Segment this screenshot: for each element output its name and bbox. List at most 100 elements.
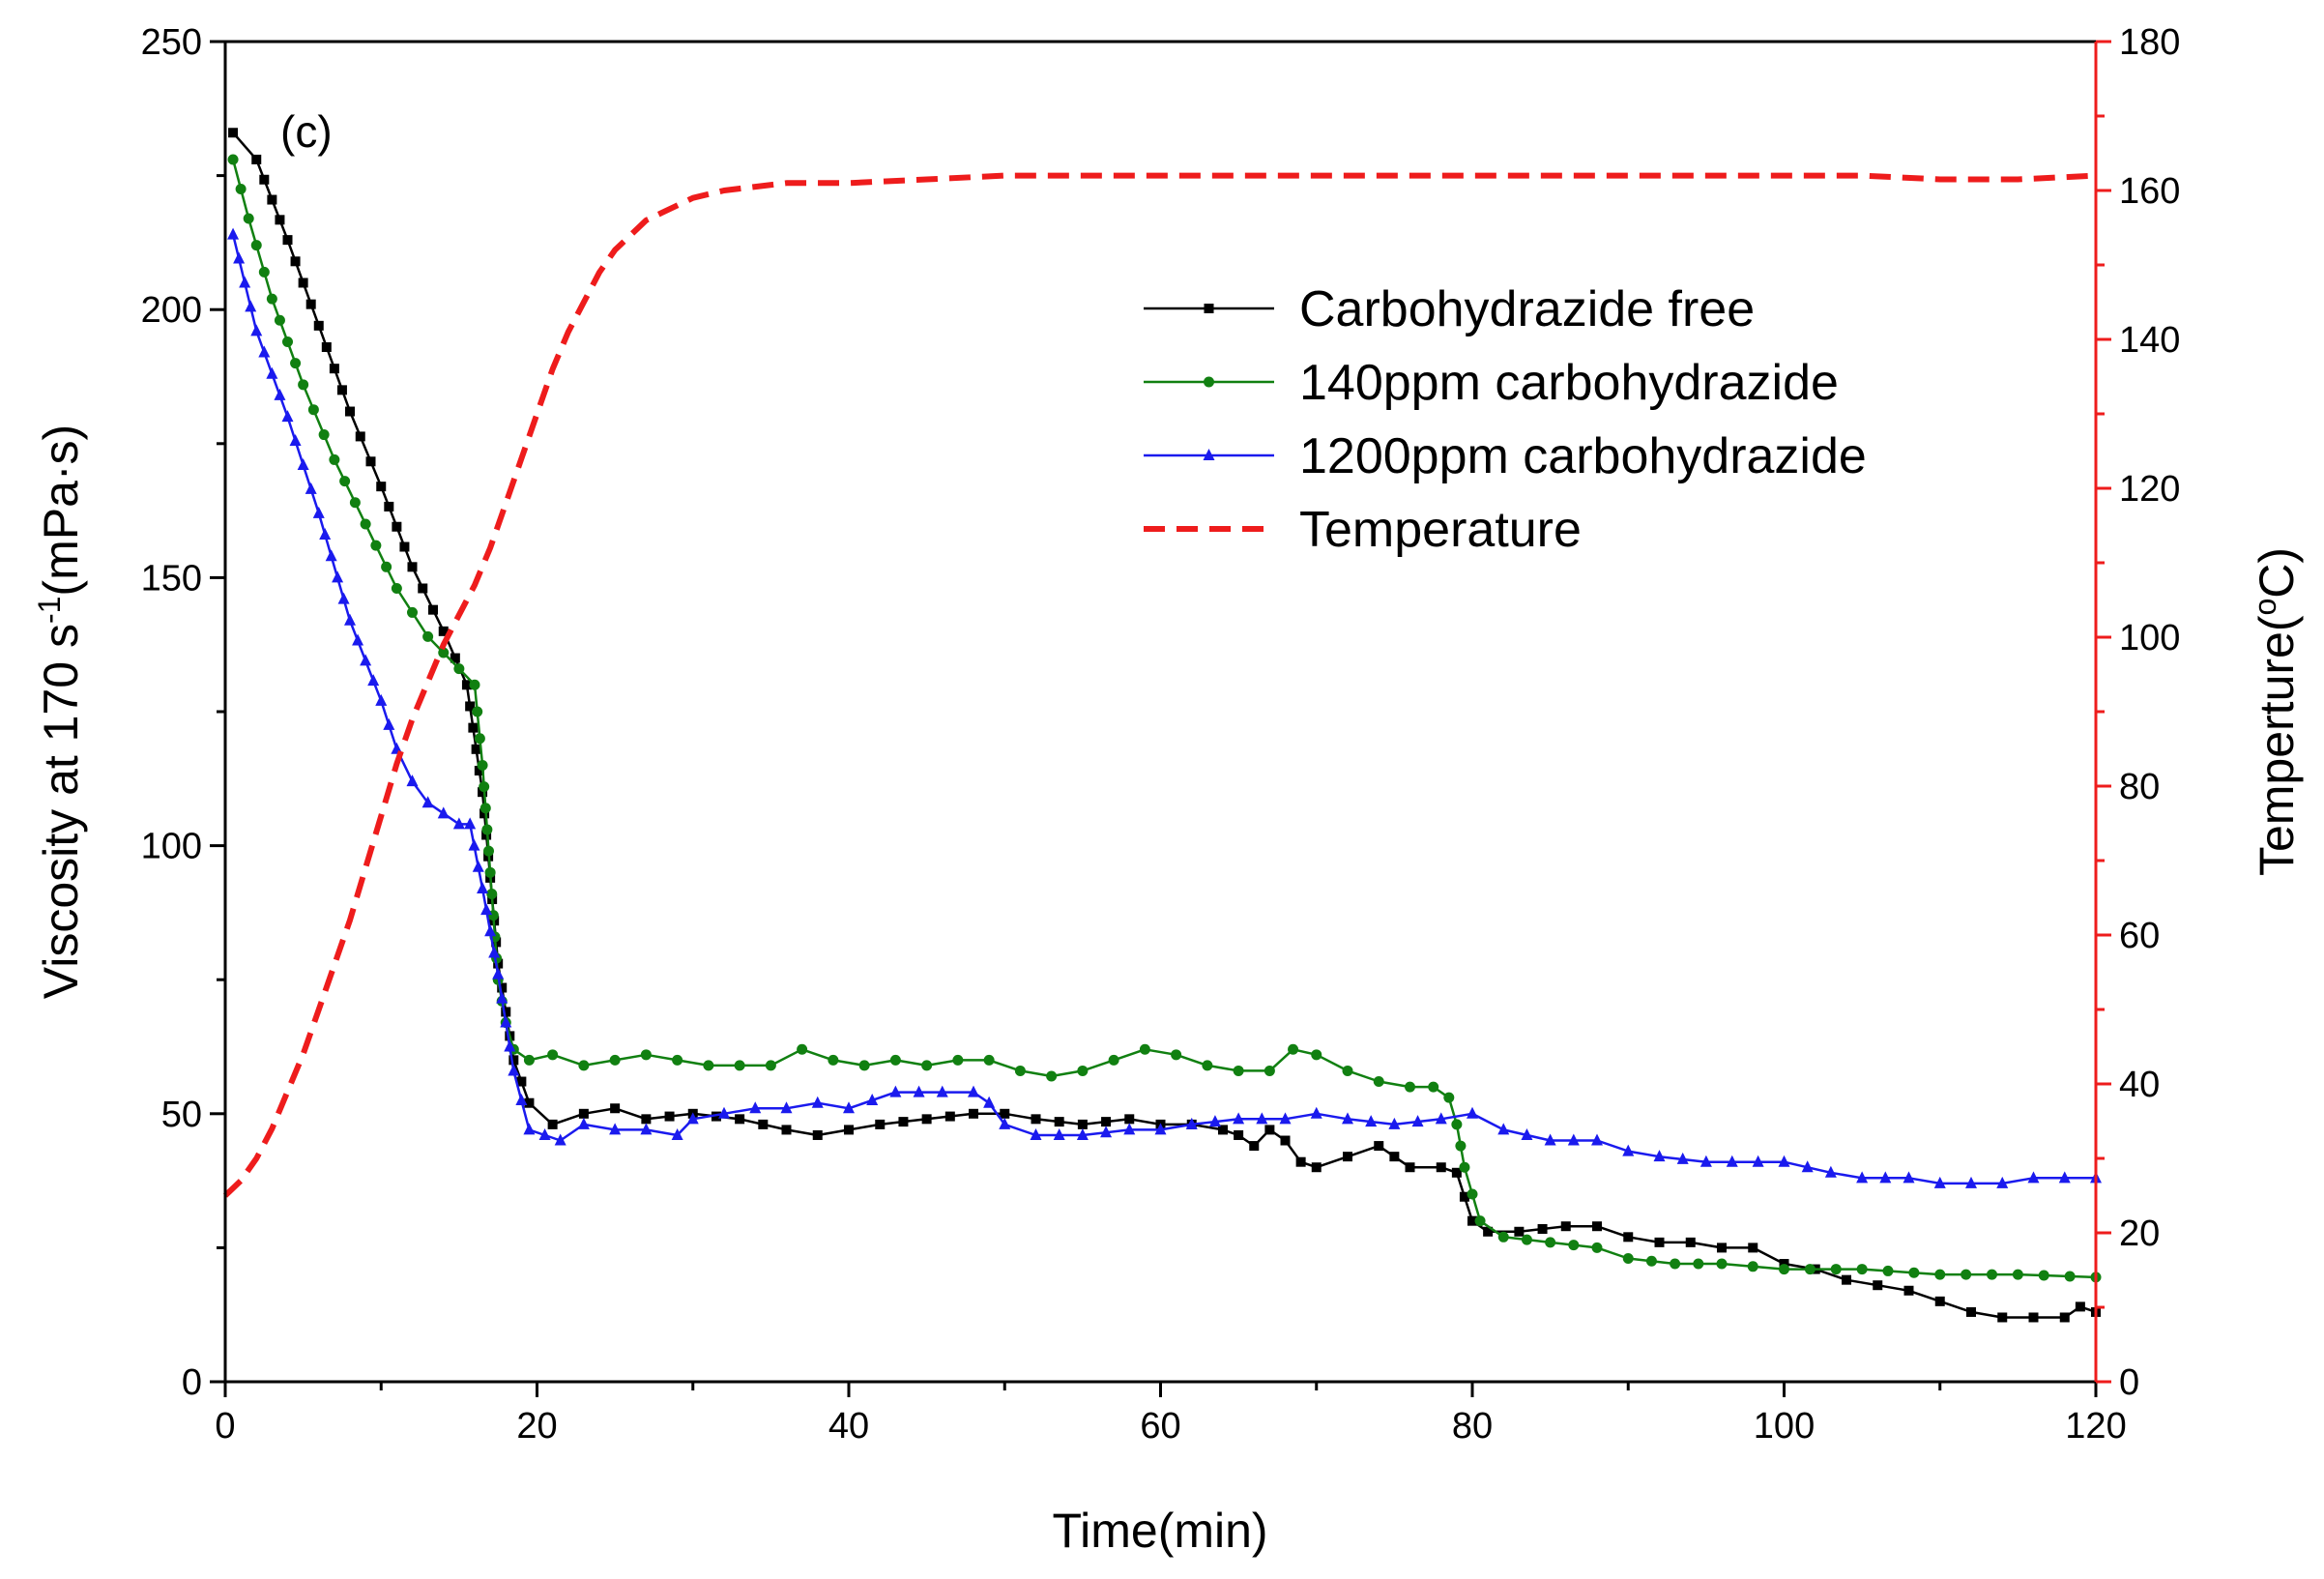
data-point	[474, 765, 484, 775]
data-point	[811, 1096, 824, 1108]
data-point	[1622, 1144, 1635, 1156]
data-point	[418, 583, 428, 594]
data-point	[1987, 1269, 1997, 1280]
data-point	[1879, 1171, 1892, 1184]
data-point	[1748, 1243, 1758, 1253]
data-point	[1411, 1115, 1424, 1127]
data-point	[370, 540, 382, 551]
data-point	[1778, 1155, 1790, 1167]
data-point	[1497, 1123, 1510, 1135]
data-point	[1455, 1140, 1467, 1152]
data-point	[1654, 1237, 1665, 1247]
data-point	[1264, 1125, 1275, 1135]
series-temperature	[222, 172, 2097, 1198]
data-point	[497, 982, 508, 993]
data-point	[523, 1054, 535, 1066]
legend-marker	[1204, 376, 1214, 388]
data-point	[478, 787, 488, 798]
y-right-title-main: Temperture(	[2250, 615, 2304, 876]
data-point	[609, 1054, 621, 1066]
data-point	[547, 1049, 559, 1061]
data-point	[1279, 1112, 1292, 1125]
data-point	[781, 1125, 792, 1135]
data-point	[360, 654, 372, 666]
data-point	[1374, 1141, 1384, 1152]
data-point	[479, 803, 491, 814]
data-point	[968, 1085, 979, 1097]
y-left-axis-title: Viscosity at 170 s-1(mPa·s)	[32, 424, 88, 999]
data-point	[1537, 1223, 1548, 1234]
data-point	[274, 388, 286, 400]
data-point	[461, 680, 472, 690]
y-left-title-main: Viscosity at 170 s	[34, 624, 88, 999]
y-left-tick-label: 250	[141, 22, 202, 63]
data-point	[375, 693, 388, 706]
panel-label: (c)	[280, 106, 333, 157]
data-point	[474, 733, 485, 745]
data-point	[889, 1085, 902, 1097]
data-point	[1933, 1176, 1946, 1188]
data-point	[1670, 1258, 1681, 1270]
data-point	[1873, 1280, 1883, 1291]
data-point	[228, 128, 239, 138]
data-point	[471, 744, 481, 754]
data-point	[290, 358, 302, 369]
data-point	[1389, 1152, 1400, 1162]
data-point	[578, 1108, 589, 1119]
data-point	[711, 1111, 721, 1122]
data-point	[318, 429, 330, 441]
data-point	[999, 1117, 1011, 1129]
data-point	[547, 1119, 558, 1129]
data-point	[407, 606, 418, 618]
data-point	[227, 154, 239, 165]
data-point	[289, 434, 302, 447]
data-point	[578, 1060, 590, 1071]
data-point	[780, 1101, 793, 1114]
data-point	[492, 967, 505, 980]
data-point	[875, 1119, 886, 1129]
data-point	[468, 722, 479, 733]
legend-label: Carbohydrazide free	[1299, 281, 1755, 337]
data-point	[1842, 1274, 1851, 1285]
data-point	[1592, 1221, 1602, 1232]
y-right-tick-label: 100	[2119, 618, 2180, 658]
data-point	[367, 674, 380, 687]
data-point	[282, 235, 293, 246]
data-point	[1343, 1152, 1352, 1162]
data-point	[1459, 1191, 1469, 1202]
data-point	[1693, 1258, 1704, 1270]
x-tick-label: 100	[1754, 1406, 1815, 1447]
data-point	[477, 881, 489, 893]
data-point	[1014, 1065, 1026, 1076]
data-point	[250, 324, 263, 336]
data-point	[305, 482, 317, 494]
data-point	[438, 626, 449, 636]
data-point	[450, 653, 460, 663]
data-point	[1521, 1127, 1533, 1140]
data-point	[921, 1114, 932, 1125]
data-point	[1685, 1237, 1696, 1247]
legend-item-1200ppm-carbohydrazide: 1200ppm carbohydrazide	[1144, 428, 1867, 484]
data-point	[428, 604, 438, 615]
data-point	[1053, 1127, 1065, 1140]
data-point	[640, 1123, 653, 1135]
data-point	[1699, 1155, 1712, 1167]
y-right-tick-label: 180	[2119, 22, 2180, 63]
data-point	[406, 775, 419, 787]
data-point	[1405, 1162, 1415, 1173]
data-point	[266, 366, 278, 379]
data-point	[858, 1060, 870, 1071]
data-point	[1467, 1215, 1477, 1226]
data-point	[1726, 1155, 1738, 1167]
data-point	[1342, 1065, 1353, 1076]
data-point	[1908, 1267, 1920, 1278]
data-point	[281, 410, 294, 423]
data-point	[1443, 1092, 1455, 1103]
data-point	[1747, 1261, 1758, 1272]
y-left-tick-label: 0	[182, 1362, 202, 1403]
data-point	[307, 404, 319, 416]
data-point	[1077, 1065, 1089, 1076]
data-point	[1544, 1133, 1556, 1146]
data-point	[486, 888, 498, 899]
data-point	[422, 630, 434, 642]
